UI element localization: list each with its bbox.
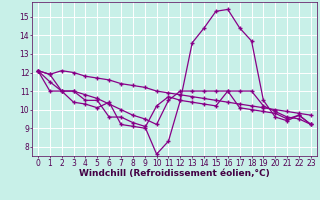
X-axis label: Windchill (Refroidissement éolien,°C): Windchill (Refroidissement éolien,°C) bbox=[79, 169, 270, 178]
